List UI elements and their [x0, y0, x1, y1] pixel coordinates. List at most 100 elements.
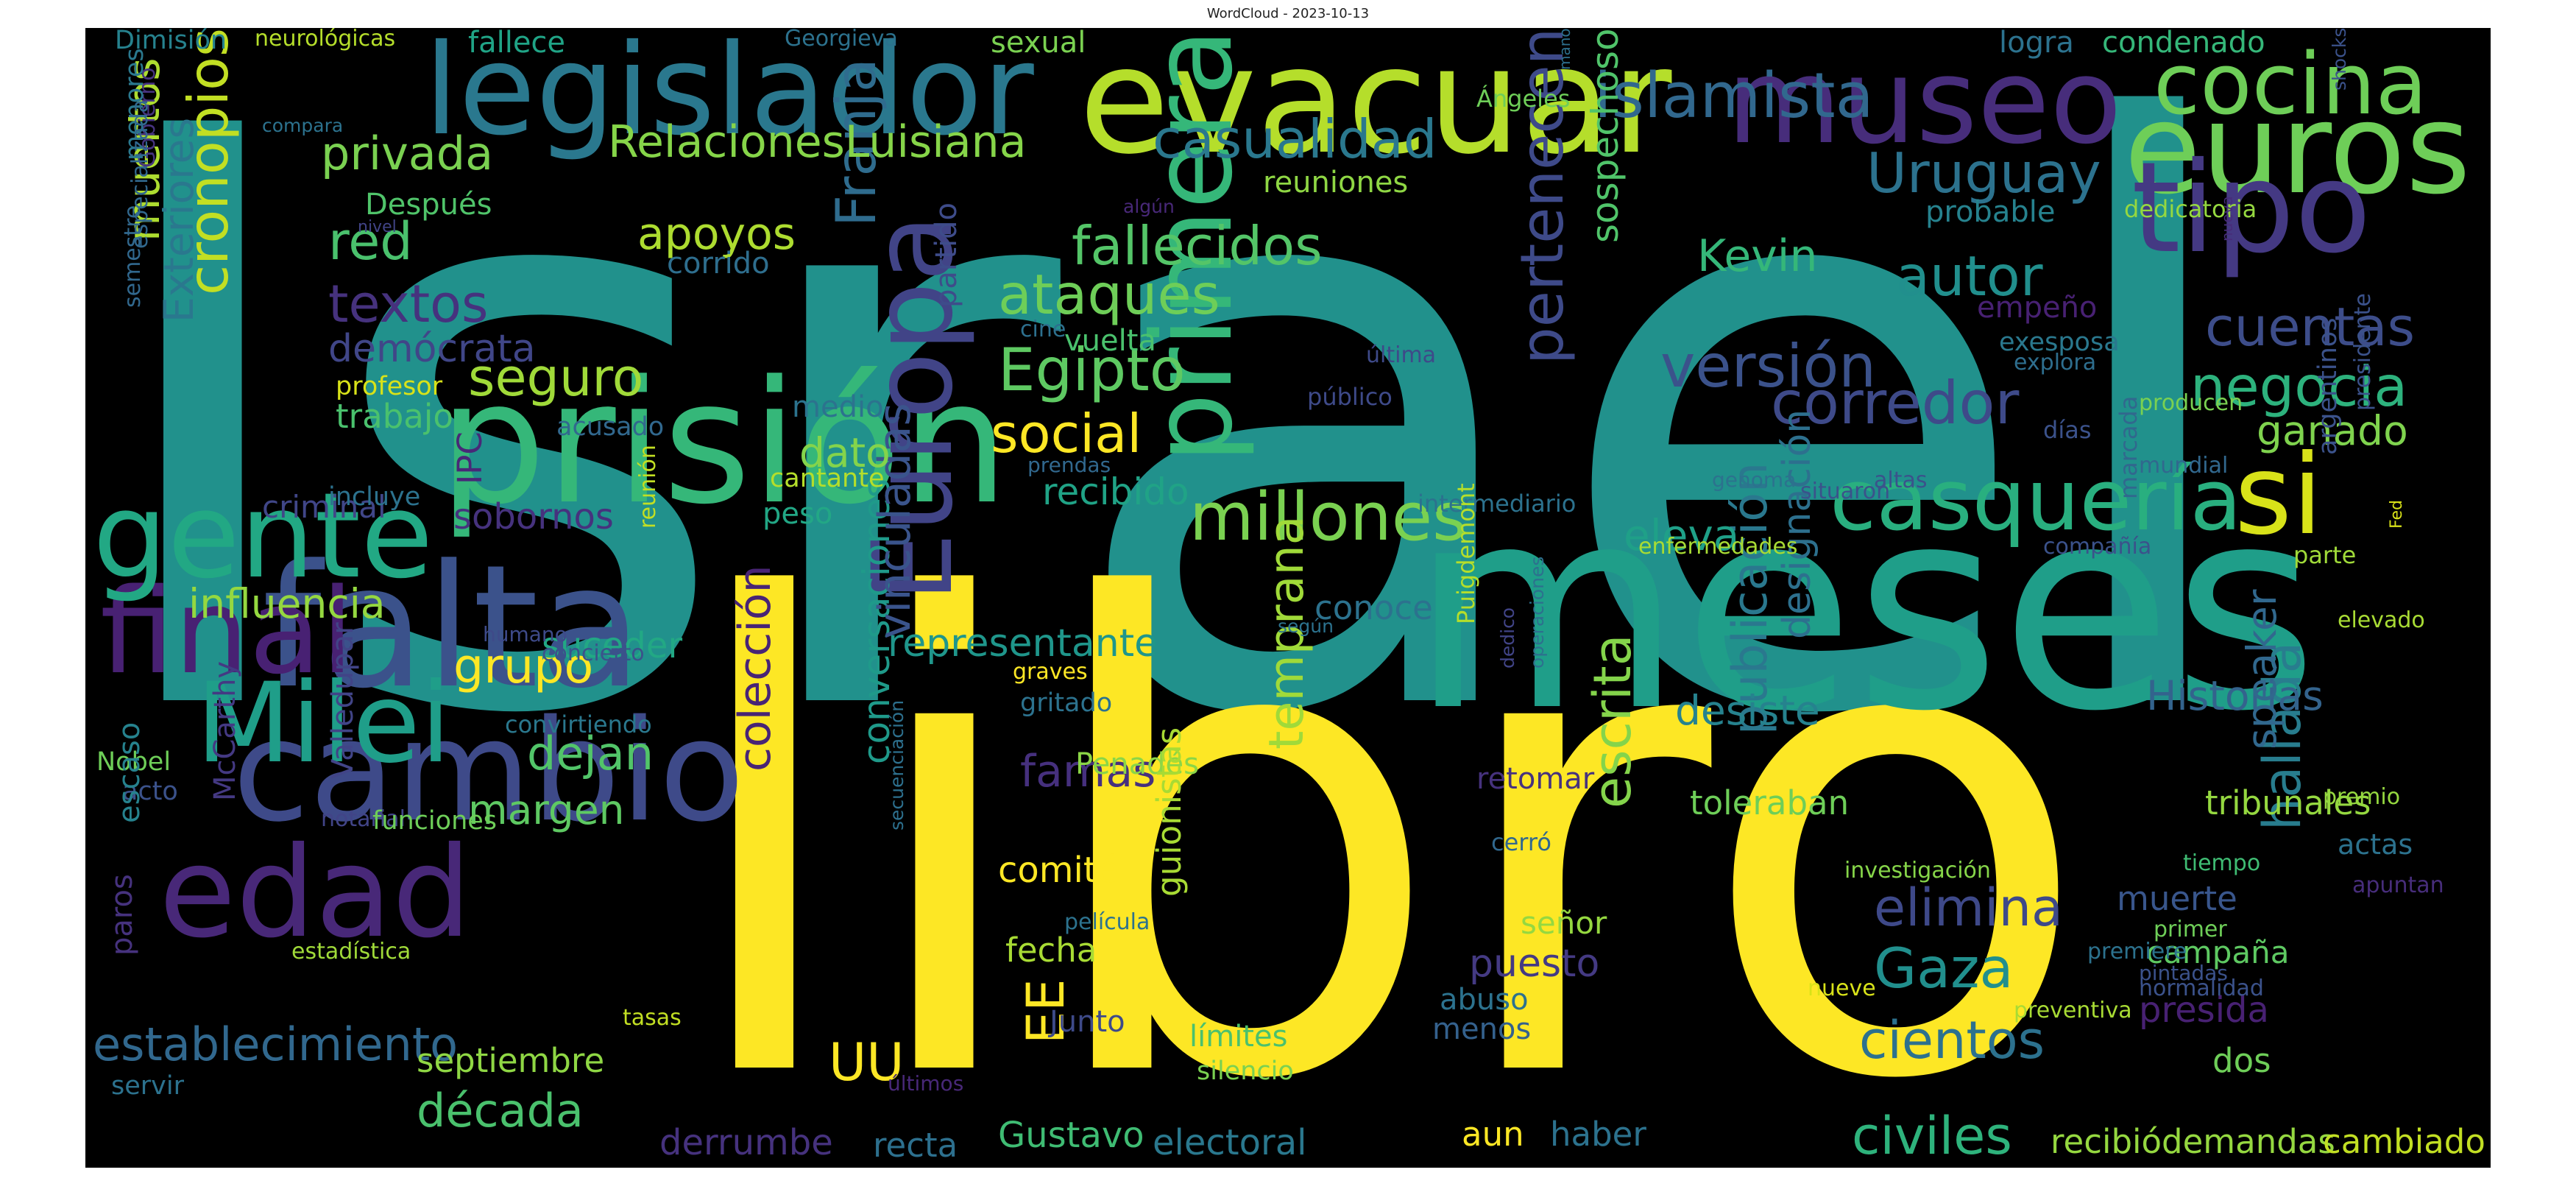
word-estadistica: estadística — [291, 939, 411, 964]
word-toleraban: toleraban — [1690, 783, 1850, 822]
word-apuntan: apuntan — [2352, 872, 2444, 898]
word-egipto: Egipto — [998, 336, 1186, 404]
word-fallecidos: fallecidos — [1072, 215, 1323, 277]
word-actas: actas — [2338, 828, 2413, 861]
word-dedicatoria: dedicatoria — [2124, 195, 2257, 223]
word-recta: recta — [873, 1126, 958, 1165]
word-septiembre: septiembre — [417, 1041, 605, 1080]
word-peso: peso — [762, 497, 833, 531]
word-ataques: ataques — [998, 262, 1220, 327]
word-primer: primer — [2154, 917, 2227, 942]
word-explora: explora — [2014, 350, 2097, 375]
word-cine: cine — [1020, 317, 1066, 342]
word-intermediario: intermediario — [1418, 490, 1577, 518]
word-recibiodemandas: recibiódemandas — [2050, 1122, 2335, 1161]
word-representante: representante — [888, 621, 1158, 666]
word-nobel: Nobel — [96, 747, 171, 777]
word-decada: década — [417, 1084, 584, 1138]
word-shocks: shocks — [2329, 28, 2350, 91]
word-museo: museo — [1727, 32, 2122, 170]
word-campana: campaña — [2146, 934, 2290, 970]
word-marcada: marcada — [2115, 395, 2142, 499]
word-medio: medio — [792, 390, 884, 424]
word-tribunales: tribunales — [2205, 783, 2371, 822]
word-exteriores: Exteriores — [155, 117, 202, 322]
word-cerro: cerró — [1491, 828, 1551, 856]
word-probable: probable — [1925, 195, 2056, 229]
word-preventiva: preventiva — [2014, 998, 2132, 1023]
word-partido: partido — [930, 202, 963, 308]
word-senor: señor — [1521, 905, 1607, 941]
word-humano: humano — [483, 622, 567, 646]
word-red: red — [328, 211, 413, 272]
word-libro: libro — [674, 466, 2094, 1168]
word-dato: dato — [799, 429, 891, 476]
word-famas: famas — [1020, 746, 1156, 797]
word-pertenecen: pertenecen — [1508, 28, 1577, 365]
word-ultimos: últimos — [888, 1071, 964, 1096]
word-normalidad: normalidad — [2139, 976, 2264, 1001]
word-premiere: premiere — [2087, 939, 2187, 964]
word-reuniones: reuniones — [1263, 166, 1409, 200]
word-abuso: abuso — [1440, 983, 1529, 1017]
word-condenado: condenado — [2102, 28, 2265, 60]
word-pelicula: película — [1064, 909, 1150, 935]
word-fecha: fecha — [1005, 931, 1097, 970]
word-derrumbe: derrumbe — [659, 1122, 833, 1163]
word-operaciones: operaciones — [1526, 556, 1548, 669]
word-legislador: legislador — [424, 28, 1034, 163]
word-reunion: reunión — [635, 445, 661, 529]
word-casualidad: casualidad — [1153, 108, 1437, 170]
word-limites: límites — [1189, 1020, 1288, 1054]
word-desiste: desiste — [1675, 687, 1820, 734]
word-cocina: cocina — [2154, 35, 2428, 134]
word-criminal: criminal — [262, 489, 386, 525]
word-millones: millones — [1189, 479, 1468, 556]
word-textos: textos — [328, 274, 489, 334]
word-sospechoso: sospechoso — [1584, 28, 1627, 243]
word-nueva: nueva — [2218, 196, 2236, 241]
word-ultima: última — [1366, 342, 1437, 368]
word-georgieva: Georgieva — [785, 28, 898, 52]
word-producen: producen — [2139, 390, 2243, 416]
word-servir: servir — [111, 1071, 184, 1101]
word-corredor: corredor — [1771, 369, 2020, 437]
word-cientos: cientos — [1859, 1010, 2045, 1071]
word-elimina: elimina — [1874, 878, 2063, 938]
word-edad: edad — [159, 820, 472, 966]
word-paros: paros — [105, 874, 139, 956]
word-euros: euros — [2124, 77, 2471, 222]
word-gaza: Gaza — [1874, 936, 2014, 1001]
word-premio: premio — [2323, 784, 2401, 810]
word-situaron: situaron — [1800, 479, 1891, 504]
word-convirtiendo: convirtiendo — [505, 710, 652, 738]
word-historias: Historias — [2146, 672, 2324, 719]
word-tipo: tipo — [2131, 135, 2371, 281]
word-acusado: acusado — [556, 412, 665, 442]
word-retomar: retomar — [1476, 762, 1595, 796]
word-social: social — [991, 403, 1142, 465]
word-argentinos: argentinos — [2313, 317, 2343, 455]
word-meses: meses — [1410, 446, 2318, 772]
word-funciones: funciones — [372, 806, 498, 836]
word-democrata: demócrata — [328, 327, 536, 371]
word-sobornos: sobornos — [453, 496, 614, 537]
word-investigacion: investigación — [1844, 858, 1991, 884]
word-recibido: recibido — [1042, 470, 1189, 513]
word-coleccion: colección — [729, 565, 781, 772]
word-casqueria: casquería — [1830, 451, 2242, 550]
word-privada: privada — [321, 127, 494, 180]
word-fallece: fallece — [468, 28, 566, 60]
word-profesor: profesor — [336, 372, 443, 401]
word-gustavo: Gustavo — [998, 1115, 1144, 1156]
word-apoyos: apoyos — [637, 208, 796, 260]
word-dejan: dejan — [527, 727, 654, 780]
word-genoma: genoma — [1712, 468, 1797, 492]
word-notarial: notarial — [321, 806, 406, 832]
word-junto: Junto — [1050, 1005, 1125, 1039]
word-margen: margen — [468, 786, 625, 833]
word-final: final — [100, 562, 354, 700]
word-seguro: seguro — [468, 348, 644, 408]
word-angeles: Ángeles — [1476, 85, 1571, 113]
word-kevin: Kevin — [1697, 230, 1818, 282]
